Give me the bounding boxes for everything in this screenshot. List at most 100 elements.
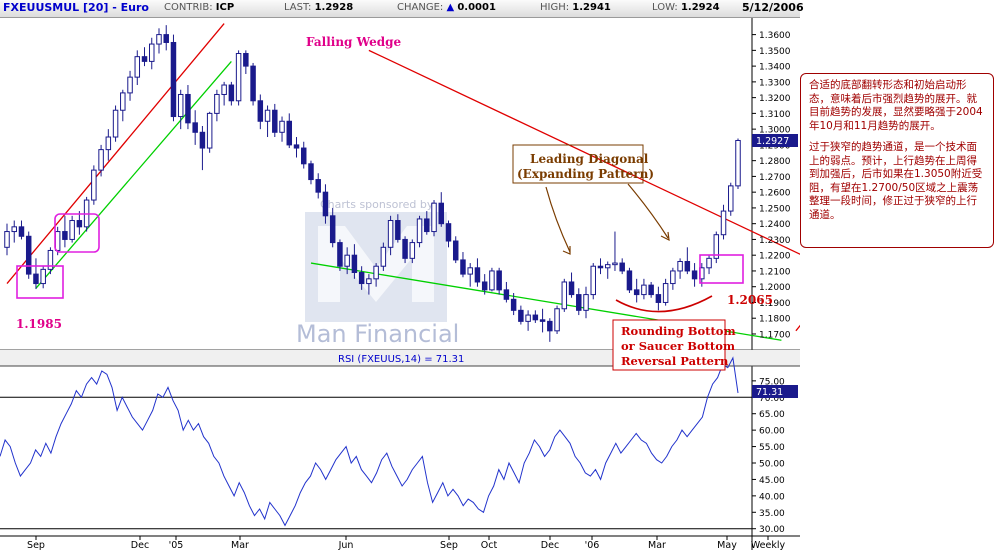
candle-down: [33, 273, 39, 285]
candle-down: [315, 179, 321, 193]
arrow-diagonal-1: [545, 186, 571, 253]
candle-up: [380, 246, 387, 267]
candle-down: [402, 238, 408, 259]
x-tick-label: Sep: [440, 540, 458, 550]
rsi-series: [0, 356, 739, 527]
candle-down: [496, 270, 502, 291]
x-tick-labels: Sep Dec '05 Mar Jun Sep Oct Dec '06 Mar May Weekly: [27, 536, 786, 550]
x-tick-label: Weekly: [751, 540, 786, 550]
price-y-tick-label: 1.1700: [759, 330, 791, 340]
low-label: LOW:: [652, 2, 678, 13]
symbol-title: FXEUUSMUL [20] - Euro: [3, 1, 149, 14]
rsi-value-tag-text: 71.31: [756, 387, 783, 398]
candle-up: [416, 218, 423, 244]
rounding-bottom-label-1: Rounding Bottom: [621, 324, 736, 338]
low-field: LOW: 1.2924: [652, 1, 720, 15]
contrib-field: CONTRIB: ICP: [164, 1, 234, 15]
x-tick-label: Jun: [338, 540, 354, 550]
price-y-tick-label: 1.3500: [759, 47, 791, 57]
candle-down: [351, 254, 358, 274]
candle-up: [134, 56, 141, 78]
rsi-y-tick-label: 30.00: [759, 525, 785, 535]
last-price-tag: [752, 134, 798, 147]
contrib-label: CONTRIB:: [164, 2, 213, 13]
rsi-y-tick-label: 75.00: [759, 377, 785, 387]
candle-up: [214, 93, 220, 114]
rsi-y-tick-label: 45.00: [759, 476, 785, 486]
candle-down: [597, 265, 604, 269]
candle-up: [120, 92, 126, 111]
candle-down: [576, 294, 582, 311]
candle-up: [612, 262, 618, 266]
candle-down: [655, 294, 662, 303]
change-up-icon: ▲: [446, 2, 455, 13]
candle-up: [590, 265, 596, 296]
price-y-tick-label: 1.2200: [759, 252, 791, 262]
note-paragraph-1: 合适的底部翻转形态和初始启动形态，意味着后市强烈趋势的展开。就目前趋势的发展，显…: [809, 79, 983, 132]
saucer-bottom-arc: [615, 295, 713, 313]
candle-up: [720, 210, 727, 236]
watermark-brand-text: Man Financial: [296, 320, 459, 348]
candle-down: [438, 202, 445, 225]
candle-down: [532, 314, 539, 321]
candle-up: [235, 53, 242, 102]
candle-down: [141, 56, 148, 62]
high-value: 1.2941: [572, 2, 611, 13]
price-y-tick-label: 1.2600: [759, 189, 791, 199]
candle-up: [149, 43, 155, 62]
x-tick-label: Dec: [541, 540, 559, 550]
candle-down: [547, 320, 553, 332]
x-tick-label: Sep: [27, 540, 45, 550]
candle-up: [206, 112, 213, 149]
candle-up: [662, 283, 669, 303]
candle-up: [583, 294, 589, 311]
change-label: CHANGE:: [397, 2, 444, 13]
candle-up: [735, 139, 741, 187]
x-tick-label: '05: [169, 540, 184, 550]
rsi-y-tick-label: 55.00: [759, 443, 785, 453]
high-field: HIGH: 1.2941: [540, 1, 611, 15]
candle-down: [62, 231, 68, 240]
price-y-tick-label: 1.3300: [759, 78, 791, 88]
candle-down: [633, 289, 640, 296]
candle-down: [568, 281, 575, 296]
candle-down: [25, 235, 32, 275]
leading-diagonal-box: [512, 144, 644, 184]
arrowhead-2: [660, 231, 670, 242]
candle-down: [243, 53, 249, 67]
rsi-y-tick-label: 40.00: [759, 492, 785, 502]
candle-up: [264, 109, 271, 122]
price-y-tick-label: 1.1800: [759, 315, 791, 325]
rsi-line: [0, 356, 739, 527]
price-mark-label: 1.2065: [727, 293, 773, 307]
candle-up: [706, 257, 712, 269]
candle-down: [460, 259, 466, 275]
header-date: 5/12/2006: [742, 1, 804, 14]
candle-down: [18, 226, 25, 237]
candle-down: [474, 267, 481, 283]
candle-down: [272, 109, 278, 133]
candle-up: [221, 84, 227, 95]
candle-up: [54, 231, 61, 251]
price-y-tick-label: 1.3400: [759, 63, 791, 73]
candle-up: [728, 185, 734, 212]
candle-down: [395, 220, 401, 240]
candle-down: [322, 191, 329, 217]
candle-up: [69, 220, 75, 240]
rounding-bottom-box: [612, 319, 726, 371]
last-price-tag-text: 1.2927: [756, 136, 789, 147]
x-tick-label: Mar: [231, 540, 249, 550]
chart-header-bar: FXEUUSMUL [20] - Euro CONTRIB: ICP LAST:…: [0, 0, 804, 18]
candle-up: [604, 264, 611, 269]
change-field: CHANGE: ▲ 0.0001: [397, 1, 496, 15]
candle-up: [112, 109, 119, 138]
candle-down: [300, 147, 307, 165]
candle-down: [619, 262, 625, 272]
candle-down: [192, 122, 198, 133]
candle-down: [481, 281, 488, 291]
note-paragraph-2: 过于狭窄的趋势通道，是一个技术面上的弱点。预计，上行趋势在上周得到加强后，后市如…: [809, 141, 983, 221]
x-tick-label: Mar: [648, 540, 666, 550]
analysis-note-box: 合适的底部翻转形态和初始启动形态，意味着后市强烈趋势的展开。就目前趋势的发展，显…: [800, 73, 994, 248]
candle-down: [518, 309, 524, 322]
low-value: 1.2924: [680, 2, 720, 13]
